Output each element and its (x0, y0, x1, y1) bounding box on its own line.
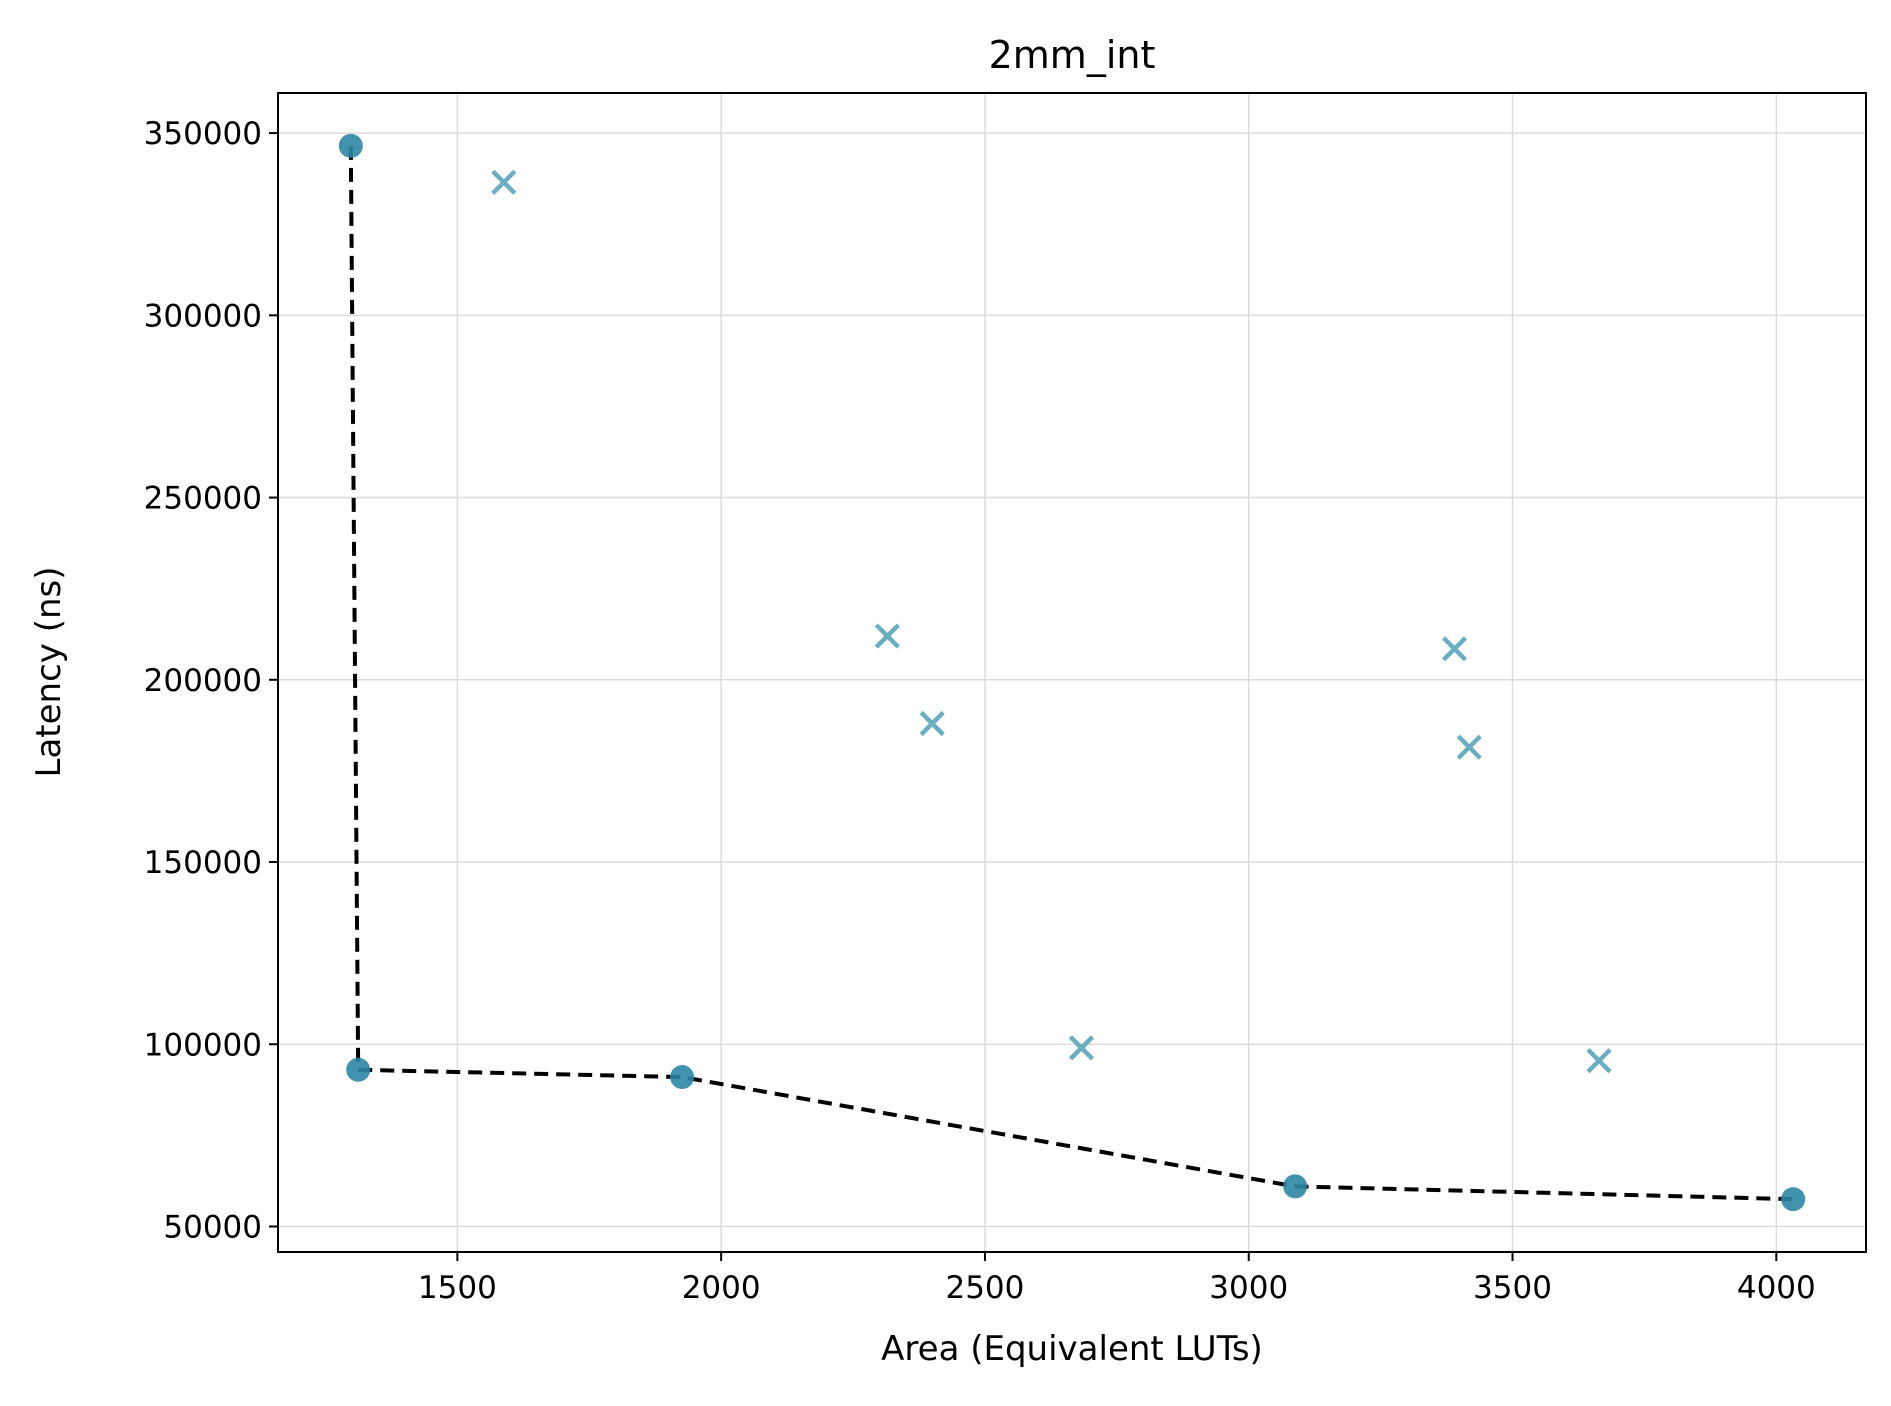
pareto-front (348, 145, 1794, 1202)
chart-title: 2mm_int (989, 33, 1156, 77)
y-tick-label: 100000 (144, 1027, 262, 1063)
pareto-point (338, 133, 363, 158)
y-tick-label: 350000 (144, 116, 262, 152)
dominated-point (1441, 636, 1468, 662)
y-axis-label: Latency (ns) (29, 567, 69, 778)
pareto-line (348, 145, 1794, 1202)
axis-ticks: 1500 2000 2500 3000 3500 4000 50000 100000 15000… (144, 116, 1816, 1306)
dominated-point (1068, 1035, 1095, 1061)
dominated-point (919, 710, 945, 737)
y-tick-label: 50000 (163, 1209, 262, 1245)
dominated-point (874, 623, 900, 649)
grid-lines (278, 93, 1866, 1252)
x-axis-label: Area (Equivalent LUTs) (881, 1329, 1263, 1369)
dominated-point (1586, 1048, 1612, 1074)
dominated-point (491, 169, 517, 195)
x-tick-label: 1500 (418, 1270, 497, 1306)
y-tick-label: 300000 (144, 298, 262, 334)
pareto-point (670, 1065, 695, 1090)
pareto-point (1781, 1187, 1806, 1212)
x-tick-label: 3000 (1209, 1270, 1288, 1306)
x-tick-label: 2000 (682, 1270, 761, 1306)
y-tick-label: 250000 (144, 481, 262, 517)
x-tick-label: 3500 (1473, 1270, 1552, 1306)
x-tick-label: 2500 (945, 1270, 1024, 1306)
data-points (338, 133, 1806, 1212)
x-tick-label: 4000 (1737, 1270, 1816, 1306)
pareto-point (1283, 1174, 1308, 1199)
y-tick-label: 150000 (144, 845, 262, 881)
pareto-point (346, 1057, 371, 1082)
y-tick-label: 200000 (144, 663, 262, 699)
dominated-point (1456, 734, 1482, 760)
plot-frame (277, 92, 1867, 1253)
